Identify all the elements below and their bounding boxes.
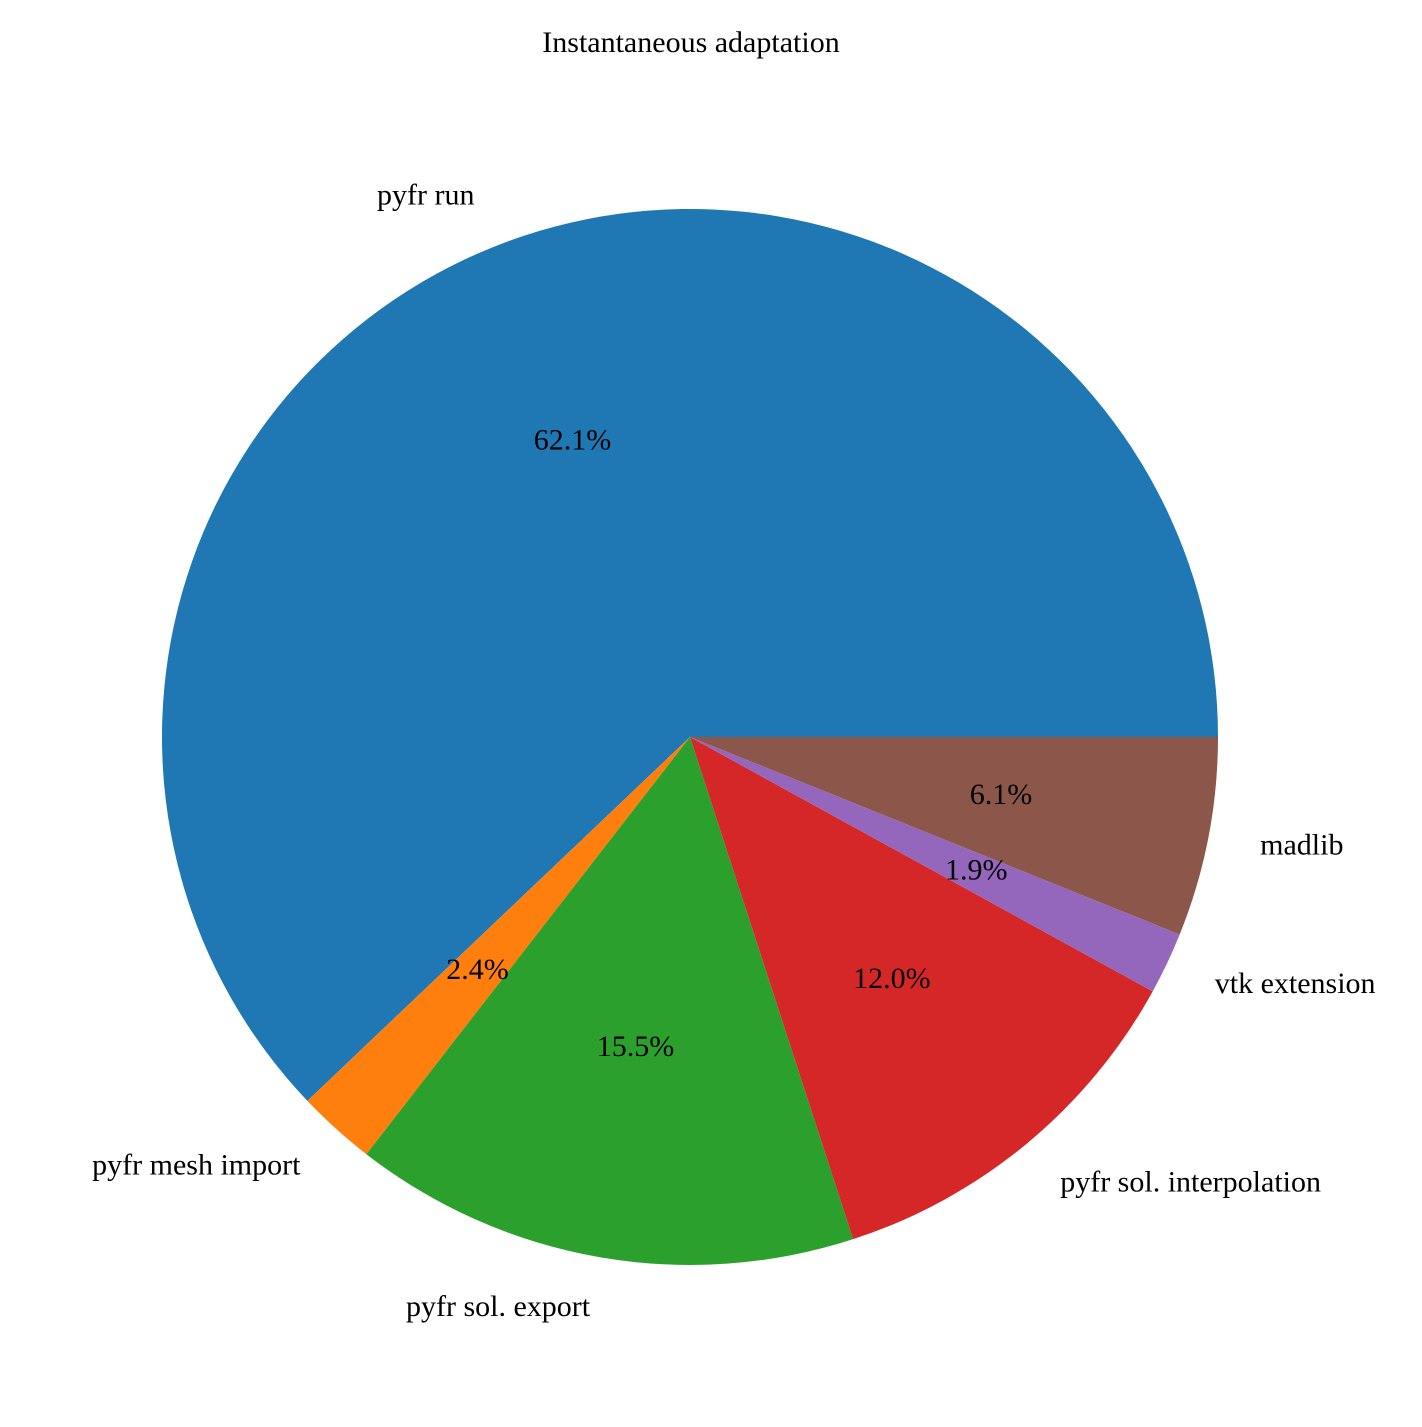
pie-labels: pyfr run 62.1% pyfr mesh import 2.4% pyfr so… — [92, 179, 1375, 1323]
slice-percent-label: 12.0% — [853, 962, 931, 995]
slice-percent-label: 62.1% — [534, 424, 612, 457]
slice-label: madlib — [1260, 829, 1343, 862]
pie-slice — [162, 209, 1218, 1101]
slice-percent-label: 1.9% — [945, 854, 1008, 887]
pie-slice — [690, 737, 1153, 1240]
slice-label: vtk extension — [1215, 967, 1376, 1000]
pie-slice — [690, 737, 1180, 992]
slice-percent-label: 15.5% — [597, 1030, 675, 1063]
pie-slices — [162, 209, 1218, 1266]
slice-percent-label: 6.1% — [970, 778, 1033, 811]
slice-percent-label: 2.4% — [446, 953, 509, 986]
pie-slice — [366, 737, 854, 1266]
chart-title: Instantaneous adaptation — [542, 26, 839, 59]
slice-label: pyfr sol. interpolation — [1060, 1165, 1321, 1198]
pie-slice — [690, 737, 1218, 935]
pie-slice — [307, 737, 690, 1155]
slice-label: pyfr run — [377, 179, 474, 212]
slice-label: pyfr sol. export — [406, 1290, 591, 1323]
slice-label: pyfr mesh import — [92, 1149, 301, 1182]
